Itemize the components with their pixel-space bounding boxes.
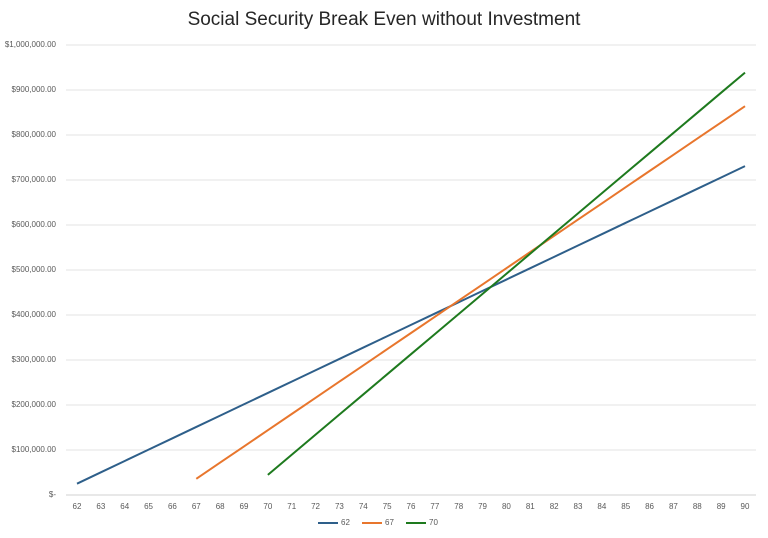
y-tick-label: $700,000.00 (12, 175, 57, 184)
x-tick-label: 80 (502, 502, 511, 511)
x-tick-label: 81 (526, 502, 535, 511)
x-tick-label: 82 (550, 502, 559, 511)
x-tick-label: 79 (478, 502, 487, 511)
x-tick-label: 85 (621, 502, 630, 511)
x-tick-label: 90 (741, 502, 750, 511)
x-tick-label: 68 (216, 502, 225, 511)
x-tick-label: 63 (96, 502, 105, 511)
y-tick-label: $1,000,000.00 (5, 40, 57, 49)
x-tick-label: 64 (120, 502, 129, 511)
chart-title: Social Security Break Even without Inves… (188, 9, 582, 30)
y-tick-label: $400,000.00 (12, 310, 57, 319)
y-tick-label: $900,000.00 (12, 85, 57, 94)
y-tick-label: $200,000.00 (12, 400, 57, 409)
x-tick-label: 83 (574, 502, 583, 511)
legend-label: 67 (385, 518, 394, 527)
series-line (195, 105, 746, 480)
x-tick-label: 69 (240, 502, 249, 511)
x-tick-label: 66 (168, 502, 177, 511)
y-tick-label: $600,000.00 (12, 220, 57, 229)
x-tick-label: 88 (693, 502, 702, 511)
series-line (76, 165, 746, 485)
x-tick-label: 71 (287, 502, 296, 511)
x-tick-label: 74 (359, 502, 368, 511)
x-tick-label: 67 (192, 502, 201, 511)
y-tick-label: $800,000.00 (12, 130, 57, 139)
x-tick-label: 72 (311, 502, 320, 511)
series-line (267, 71, 746, 476)
y-tick-label: $100,000.00 (12, 445, 57, 454)
x-tick-label: 84 (597, 502, 606, 511)
y-tick-label: $- (49, 490, 56, 499)
x-tick-label: 76 (407, 502, 416, 511)
x-tick-label: 78 (454, 502, 463, 511)
x-tick-label: 73 (335, 502, 344, 511)
x-tick-label: 86 (645, 502, 654, 511)
x-tick-label: 65 (144, 502, 153, 511)
legend-label: 62 (341, 518, 350, 527)
x-tick-label: 75 (383, 502, 392, 511)
x-tick-label: 62 (73, 502, 82, 511)
x-tick-label: 77 (430, 502, 439, 511)
x-tick-label: 70 (263, 502, 272, 511)
legend-label: 70 (429, 518, 438, 527)
y-tick-label: $500,000.00 (12, 265, 57, 274)
x-tick-label: 87 (669, 502, 678, 511)
y-tick-label: $300,000.00 (12, 355, 57, 364)
x-tick-label: 89 (717, 502, 726, 511)
